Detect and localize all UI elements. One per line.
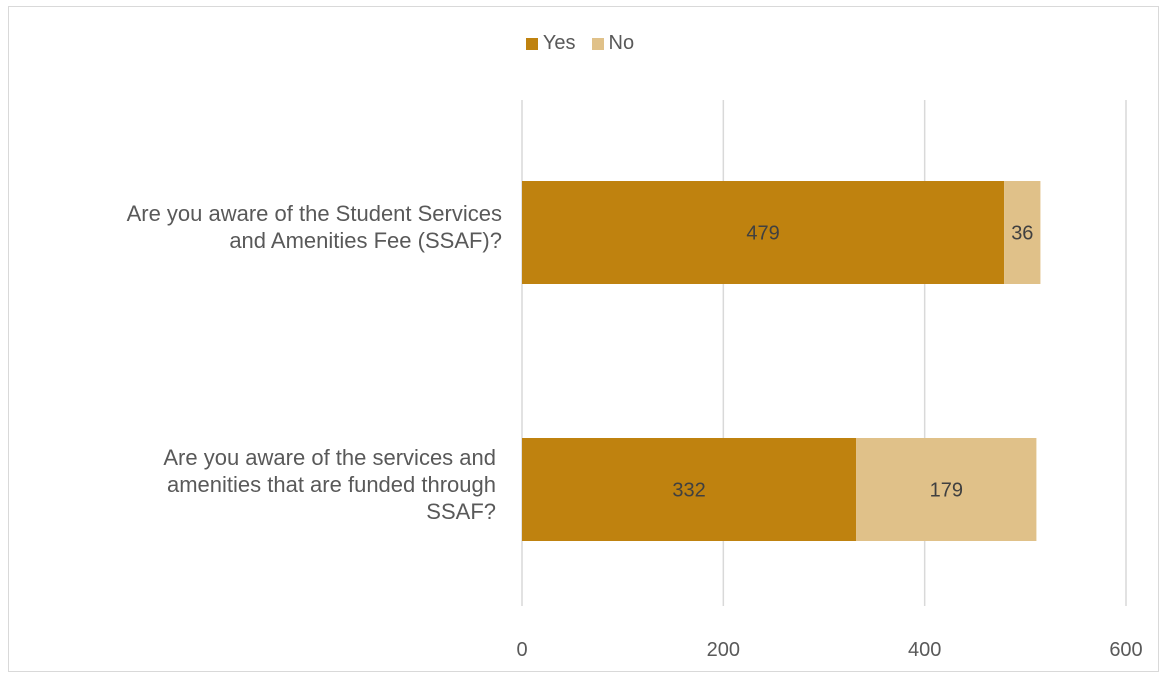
legend-label-no: No [608,32,635,54]
legend: Yes No [0,32,1160,55]
data-label-yes-1: 332 [672,480,705,502]
bar-no-0[interactable] [1004,181,1041,284]
data-label-yes-0: 479 [746,223,779,245]
legend-label-yes: Yes [542,32,576,54]
data-label-no-0: 36 [1011,223,1033,245]
x-tick-label: 200 [707,639,740,661]
bar-yes-1[interactable] [522,438,857,541]
bar-no-1[interactable] [856,438,1037,541]
x-tick-label: 600 [1109,639,1142,661]
legend-swatch-no [591,37,604,50]
legend-item-yes[interactable]: Yes [525,32,576,55]
x-tick-label: 400 [908,639,941,661]
bar-yes-0[interactable] [522,181,1005,284]
chart-frame [8,6,1159,672]
x-tick-label: 0 [516,639,527,661]
legend-item-no[interactable]: No [591,32,635,55]
category-label: Are you aware of the Student Services and… [126,201,502,253]
category-label: Are you aware of the services and ameniti… [163,445,496,524]
data-label-no-1: 179 [930,480,963,502]
legend-swatch-yes [525,37,538,50]
